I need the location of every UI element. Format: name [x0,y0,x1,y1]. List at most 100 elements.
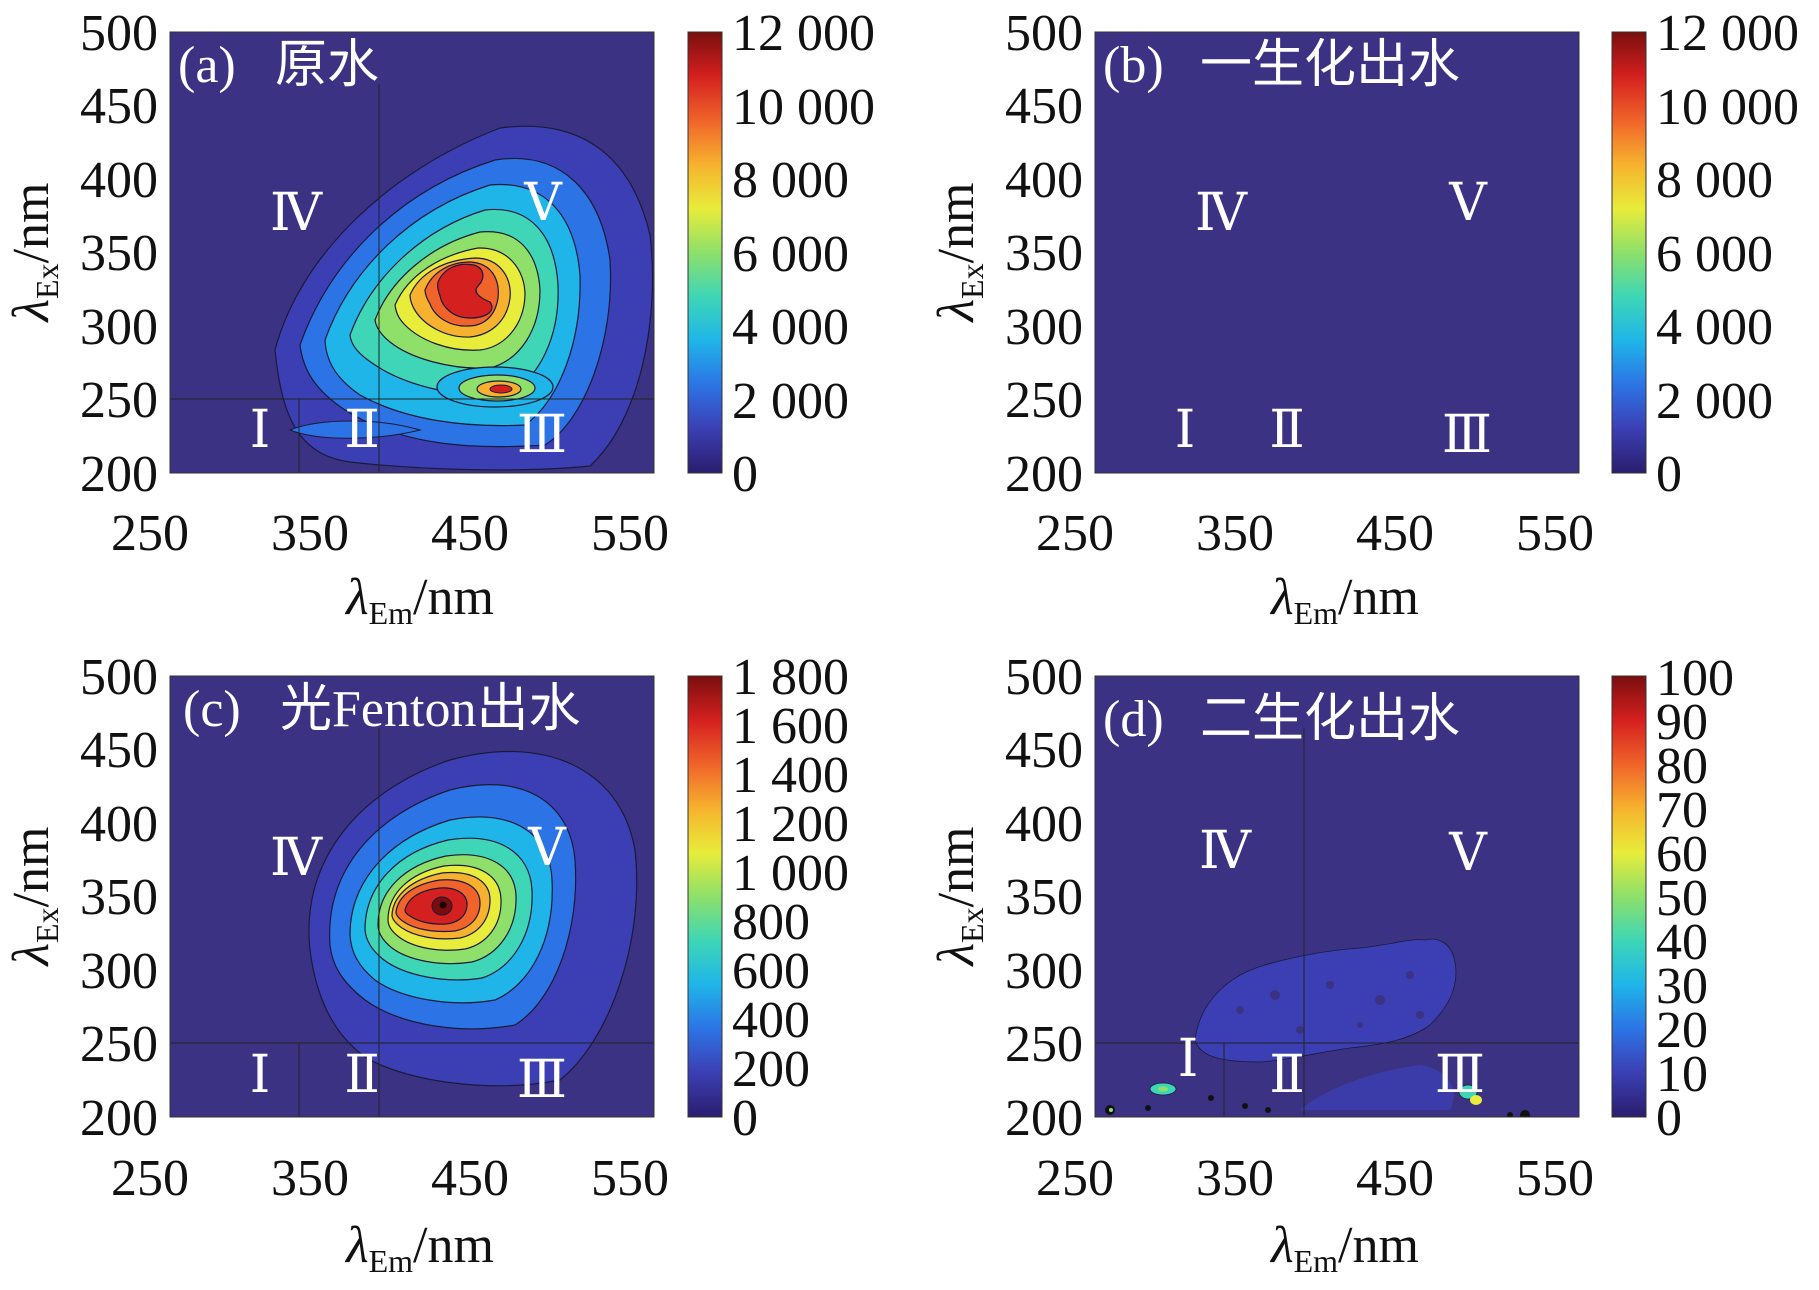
x-tick-label: 550 [1516,1150,1594,1207]
panel-title: 光Fenton出水 [280,681,580,738]
panel-c: Ⅰ Ⅱ Ⅲ Ⅳ Ⅴ (c) 光Fenton出水 200 250 300 350 … [3,649,849,1279]
colorbar-tick-label: 0 [1656,446,1682,503]
y-tick-label: 200 [80,1090,158,1147]
colorbar-tick-label: 20 [1656,1002,1708,1059]
colorbar-ticks: 0 2 000 4 000 6 000 8 000 10 000 12 000 [732,5,875,503]
plot-area [1095,32,1579,473]
y-tick-label: 250 [80,372,158,429]
x-axis: 250 350 450 550 [111,505,669,562]
y-tick-label: 400 [80,152,158,209]
colorbar-tick-label: 4 000 [732,299,849,356]
x-tick-label: 450 [431,1150,509,1207]
y-tick-label: 200 [80,446,158,503]
y-axis-label: λEx/nm [928,183,990,324]
y-tick-label: 250 [1005,1016,1083,1073]
region-label-3: Ⅲ [517,407,567,464]
region-label-3: Ⅲ [517,1052,567,1109]
x-tick-label: 250 [1036,505,1114,562]
region-labels: Ⅰ Ⅱ Ⅲ Ⅳ Ⅴ [1178,823,1488,1104]
colorbar [1611,31,1647,474]
y-tick-label: 500 [1005,5,1083,62]
y-tick-label: 250 [80,1016,158,1073]
colorbar-tick-label: 12 000 [732,5,875,62]
y-tick-label: 350 [1005,225,1083,282]
region-label-4: Ⅳ [270,830,323,887]
y-tick-label: 450 [1005,722,1083,779]
x-axis: 250 350 450 550 [1036,505,1594,562]
region-label-2: Ⅱ [344,402,379,459]
y-axis: 200 250 300 350 400 450 500 [80,649,158,1147]
panel-d: Ⅰ Ⅱ Ⅲ Ⅳ Ⅴ (d) 二生化出水 200 250 300 350 400 … [928,649,1734,1279]
x-tick-label: 250 [111,1150,189,1207]
colorbar [687,675,723,1118]
panel-label: (c) [183,681,241,738]
y-tick-label: 450 [1005,78,1083,135]
y-tick-label: 400 [1005,152,1083,209]
y-tick-label: 500 [80,649,158,706]
x-tick-label: 350 [271,505,349,562]
region-label-1: Ⅰ [250,402,271,459]
region-label-2: Ⅱ [1269,402,1304,459]
x-tick-label: 350 [271,1150,349,1207]
region-label-5: Ⅴ [1448,825,1488,882]
colorbar [1611,675,1647,1118]
y-tick-label: 500 [1005,649,1083,706]
colorbar [687,31,723,474]
colorbar-tick-label: 10 000 [732,79,875,136]
colorbar-tick-label: 1 400 [732,747,849,804]
y-tick-label: 200 [1005,446,1083,503]
region-labels: Ⅰ Ⅱ Ⅲ Ⅳ Ⅴ [1175,175,1492,464]
colorbar-tick-label: 400 [732,992,810,1049]
contour-fill [170,84,654,473]
y-tick-label: 350 [1005,869,1083,926]
region-label-5: Ⅴ [527,820,567,877]
colorbar-tick-label: 50 [1656,870,1708,927]
region-label-1: Ⅰ [1175,402,1196,459]
panel-title: 一生化出水 [1200,37,1460,94]
x-tick-label: 250 [1036,1150,1114,1207]
x-tick-label: 550 [591,1150,669,1207]
x-tick-label: 350 [1196,505,1274,562]
colorbar-tick-label: 200 [732,1041,810,1098]
x-axis: 250 350 450 550 [1036,1150,1594,1207]
x-axis-label: λEm/nm [344,569,494,631]
y-axis: 200 250 300 350 400 450 500 [80,5,158,503]
y-tick-label: 300 [80,943,158,1000]
colorbar-tick-label: 60 [1656,826,1708,883]
panel-label: (a) [178,37,236,94]
x-axis: 250 350 450 550 [111,1150,669,1207]
panel-title: 原水 [275,37,379,94]
x-axis-label: λEm/nm [1269,1217,1419,1279]
colorbar-tick-label: 100 [1656,650,1734,707]
y-tick-label: 350 [80,869,158,926]
y-tick-label: 450 [80,78,158,135]
panel-label: (b) [1103,37,1164,94]
y-tick-label: 400 [80,796,158,853]
region-label-3: Ⅲ [1435,1047,1485,1104]
region-labels: Ⅰ Ⅱ Ⅲ Ⅳ Ⅴ [250,175,567,464]
colorbar-tick-label: 12 000 [1656,5,1799,62]
y-tick-label: 300 [80,299,158,356]
colorbar-tick-label: 30 [1656,958,1708,1015]
colorbar-tick-label: 1 200 [732,796,849,853]
y-tick-label: 300 [1005,943,1083,1000]
y-tick-label: 350 [80,225,158,282]
colorbar-ticks: 0 200 400 600 800 1 000 1 200 1 400 1 60… [732,649,849,1147]
x-axis-label: λEm/nm [1269,569,1419,631]
colorbar-tick-label: 2 000 [1656,373,1773,430]
region-label-4: Ⅳ [270,185,323,242]
x-axis-label: λEm/nm [344,1217,494,1279]
x-tick-label: 550 [591,505,669,562]
colorbar-tick-label: 6 000 [732,226,849,283]
y-axis: 200 250 300 350 400 450 500 [1005,649,1083,1147]
colorbar-tick-label: 600 [732,943,810,1000]
y-tick-label: 400 [1005,796,1083,853]
colorbar-ticks: 0 2 000 4 000 6 000 8 000 10 000 12 000 [1656,5,1799,503]
panel-a: Ⅰ Ⅱ Ⅲ Ⅳ Ⅴ (a) 原水 200 250 300 350 400 450… [3,5,875,631]
panel-label: (d) [1103,691,1164,748]
colorbar-tick-label: 6 000 [1656,226,1773,283]
y-axis-label: λEx/nm [928,827,990,968]
colorbar-ticks: 0 10 20 30 40 50 60 70 80 90 100 [1656,650,1734,1147]
colorbar-tick-label: 2 000 [732,373,849,430]
panel-title: 二生化出水 [1200,691,1460,748]
